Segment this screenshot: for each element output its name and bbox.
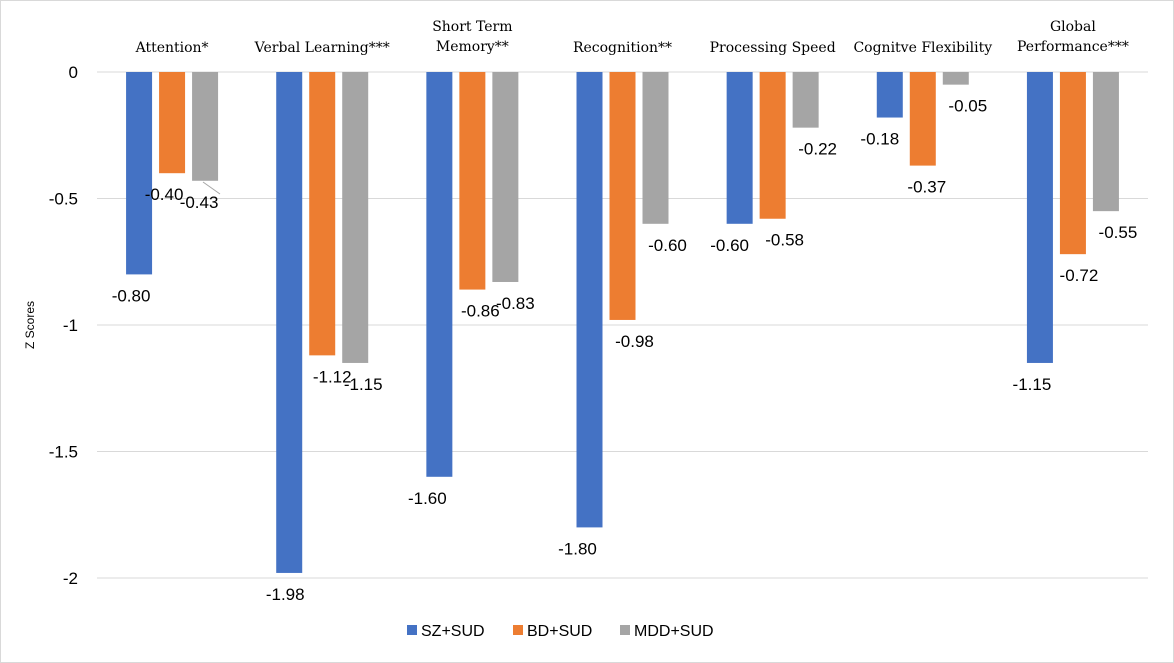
bar-sz-sud-2 (426, 72, 453, 477)
legend-swatch (620, 625, 630, 635)
bar-bd-sud-3 (609, 72, 636, 320)
data-label: -0.43 (180, 193, 219, 212)
bar-mdd-sud-2 (492, 72, 519, 282)
data-label: -1.15 (1013, 375, 1052, 394)
legend-label: BD+SUD (527, 623, 592, 640)
bar-sz-sud-5 (876, 72, 903, 118)
bar-bd-sud-5 (909, 72, 936, 166)
data-label: -0.80 (112, 286, 151, 305)
data-label: -0.40 (145, 185, 184, 204)
bar-bd-sud-0 (159, 72, 186, 174)
data-label: -0.83 (496, 294, 535, 313)
category-label: Short Term (432, 19, 512, 35)
category-label: Attention* (135, 40, 209, 56)
legend-swatch (513, 625, 523, 635)
bar-sz-sud-0 (126, 72, 153, 275)
category-label: Cognitve Flexibility (853, 40, 992, 56)
bar-mdd-sud-1 (342, 72, 369, 363)
data-label: -0.18 (860, 130, 899, 149)
category-label: Performance*** (1017, 39, 1129, 55)
bar-mdd-sud-6 (1092, 72, 1119, 212)
legend-swatch (407, 625, 417, 635)
data-label: -1.60 (408, 489, 447, 508)
data-label: -0.98 (615, 332, 654, 351)
category-label: Verbal Learning*** (254, 40, 390, 56)
bar-sz-sud-1 (276, 72, 303, 573)
y-axis-label: Z Scores (23, 301, 37, 349)
y-tick-label: -0.5 (49, 190, 78, 209)
data-label: -1.80 (558, 539, 597, 558)
bar-sz-sud-6 (1026, 72, 1053, 363)
bar-mdd-sud-4 (792, 72, 819, 128)
data-label: -0.72 (1060, 266, 1099, 285)
data-label: -0.55 (1099, 223, 1138, 242)
y-tick-label: -1 (63, 316, 78, 335)
legend: SZ+SUD BD+SUD MDD+SUD (407, 623, 714, 640)
bar-sz-sud-4 (726, 72, 753, 224)
bar-bd-sud-4 (759, 72, 786, 219)
data-label: -1.15 (344, 375, 383, 394)
bar-bd-sud-2 (459, 72, 486, 290)
data-label: -0.37 (907, 178, 946, 197)
category-label: Memory** (436, 39, 509, 55)
y-tick-label: 0 (69, 63, 78, 82)
bar-bd-sud-6 (1059, 72, 1086, 255)
category-label: Global (1050, 19, 1096, 35)
data-label: -1.98 (266, 585, 305, 604)
data-label: -0.60 (648, 236, 687, 255)
data-label: -0.05 (948, 97, 987, 116)
data-label: -0.60 (710, 236, 749, 255)
bar-sz-sud-3 (576, 72, 603, 528)
bar-bd-sud-1 (309, 72, 336, 356)
data-labels: -0.80-0.40-0.43-1.98-1.12-1.15-1.60-0.86… (112, 97, 1138, 604)
category-label: Recognition** (573, 40, 672, 56)
y-axis-ticks: 0 -0.5 -1 -1.5 -2 (49, 63, 78, 588)
y-tick-label: -2 (63, 569, 78, 588)
data-label: -0.22 (798, 140, 837, 159)
data-label: -0.58 (765, 231, 804, 250)
y-tick-label: -1.5 (49, 443, 78, 462)
data-label: -0.86 (461, 302, 500, 321)
category-label: Processing Speed (710, 40, 836, 56)
category-labels: Attention* Verbal Learning*** Short Term Me… (135, 19, 1129, 56)
label-leader-line (202, 181, 221, 195)
bars (126, 72, 1119, 573)
legend-label: SZ+SUD (421, 623, 485, 640)
bar-mdd-sud-5 (942, 72, 969, 85)
legend-label: MDD+SUD (634, 623, 714, 640)
bar-mdd-sud-3 (642, 72, 669, 224)
bar-mdd-sud-0 (192, 72, 219, 181)
data-label: -1.12 (313, 367, 352, 386)
